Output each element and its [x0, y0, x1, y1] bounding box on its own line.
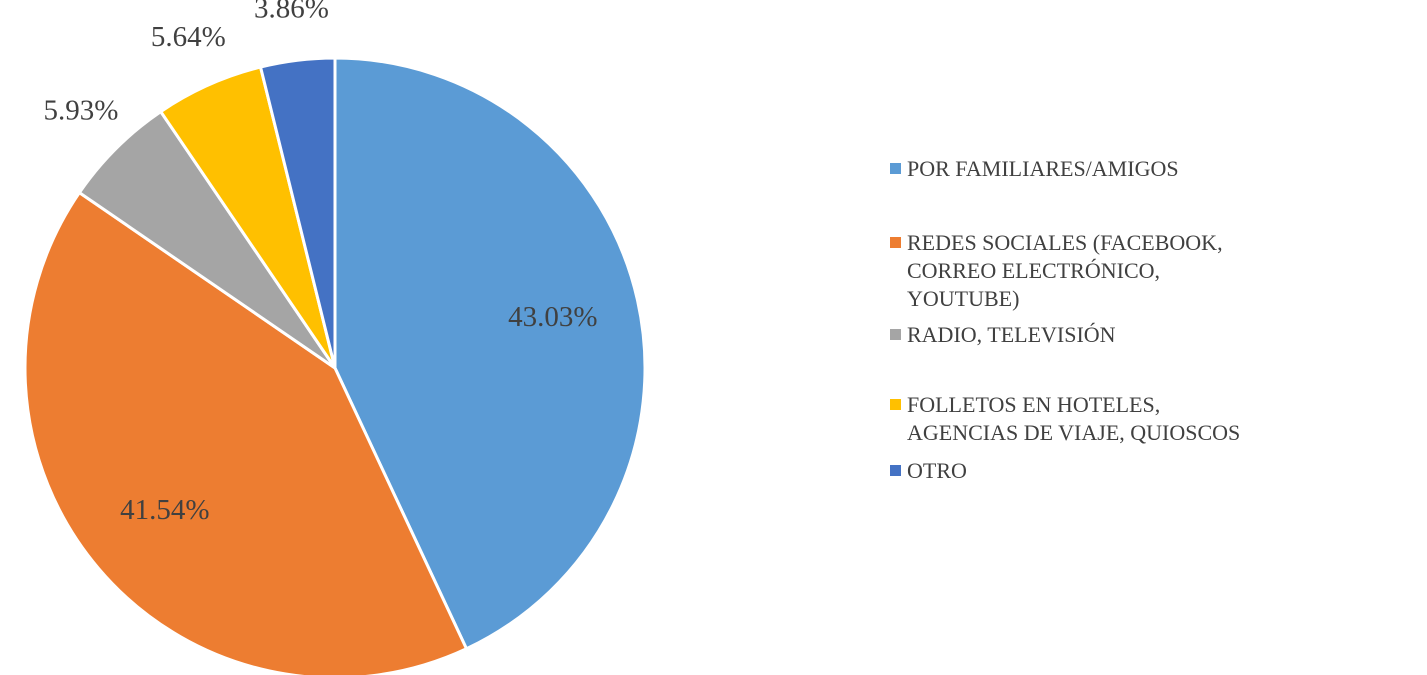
- legend-swatch: [890, 329, 901, 340]
- data-label: 41.54%: [120, 494, 209, 526]
- legend-swatch: [890, 237, 901, 248]
- legend-item: RADIO, TELEVISIÓN: [890, 321, 1420, 349]
- data-label: 5.93%: [44, 95, 119, 127]
- legend-swatch: [890, 465, 901, 476]
- legend-item: POR FAMILIARES/AMIGOS: [890, 155, 1420, 183]
- legend-item: OTRO: [890, 457, 1420, 485]
- legend-label: RADIO, TELEVISIÓN: [907, 322, 1116, 347]
- legend-label: OTRO: [907, 458, 967, 483]
- legend-swatch: [890, 399, 901, 410]
- legend-item: REDES SOCIALES (FACEBOOK, CORREO ELECTRÓ…: [890, 229, 1420, 313]
- legend-label: REDES SOCIALES (FACEBOOK, CORREO ELECTRÓ…: [907, 230, 1223, 311]
- pie-slice: [23, 190, 469, 675]
- pie-slice: [333, 56, 647, 651]
- legend-swatch: [890, 163, 901, 174]
- data-label: 3.86%: [254, 0, 329, 24]
- legend-label: FOLLETOS EN HOTELES, AGENCIAS DE VIAJE, …: [907, 392, 1241, 445]
- legend: POR FAMILIARES/AMIGOS REDES SOCIALES (FAC…: [890, 155, 1420, 485]
- legend-label: POR FAMILIARES/AMIGOS: [907, 156, 1179, 181]
- pie-slice: [258, 56, 337, 369]
- data-label: 43.03%: [508, 301, 597, 333]
- legend-item: FOLLETOS EN HOTELES, AGENCIAS DE VIAJE, …: [890, 391, 1420, 447]
- data-label: 5.64%: [151, 21, 226, 53]
